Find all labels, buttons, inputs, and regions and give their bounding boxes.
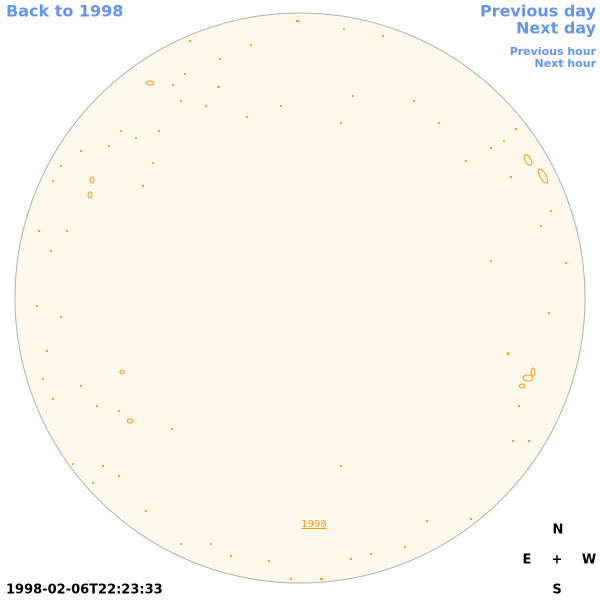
next-day-link[interactable]: Next day (516, 19, 597, 38)
back-link[interactable]: Back to 1998 (6, 2, 123, 21)
previous-hour-link[interactable]: Previous hour (510, 45, 597, 58)
solar-disk (14, 12, 586, 584)
magnetic-contours (36, 20, 567, 580)
timestamp: 1998-02-06T22:23:33 (6, 583, 163, 598)
compass-east: E (523, 553, 532, 568)
compass-south: S (552, 583, 561, 598)
compass-west: W (582, 553, 596, 568)
previous-day-link[interactable]: Previous day (480, 2, 597, 21)
year-link[interactable]: 1998 (301, 519, 326, 530)
compass-north: N (553, 523, 564, 538)
compass-center: + (552, 553, 563, 568)
next-hour-link[interactable]: Next hour (535, 57, 597, 70)
